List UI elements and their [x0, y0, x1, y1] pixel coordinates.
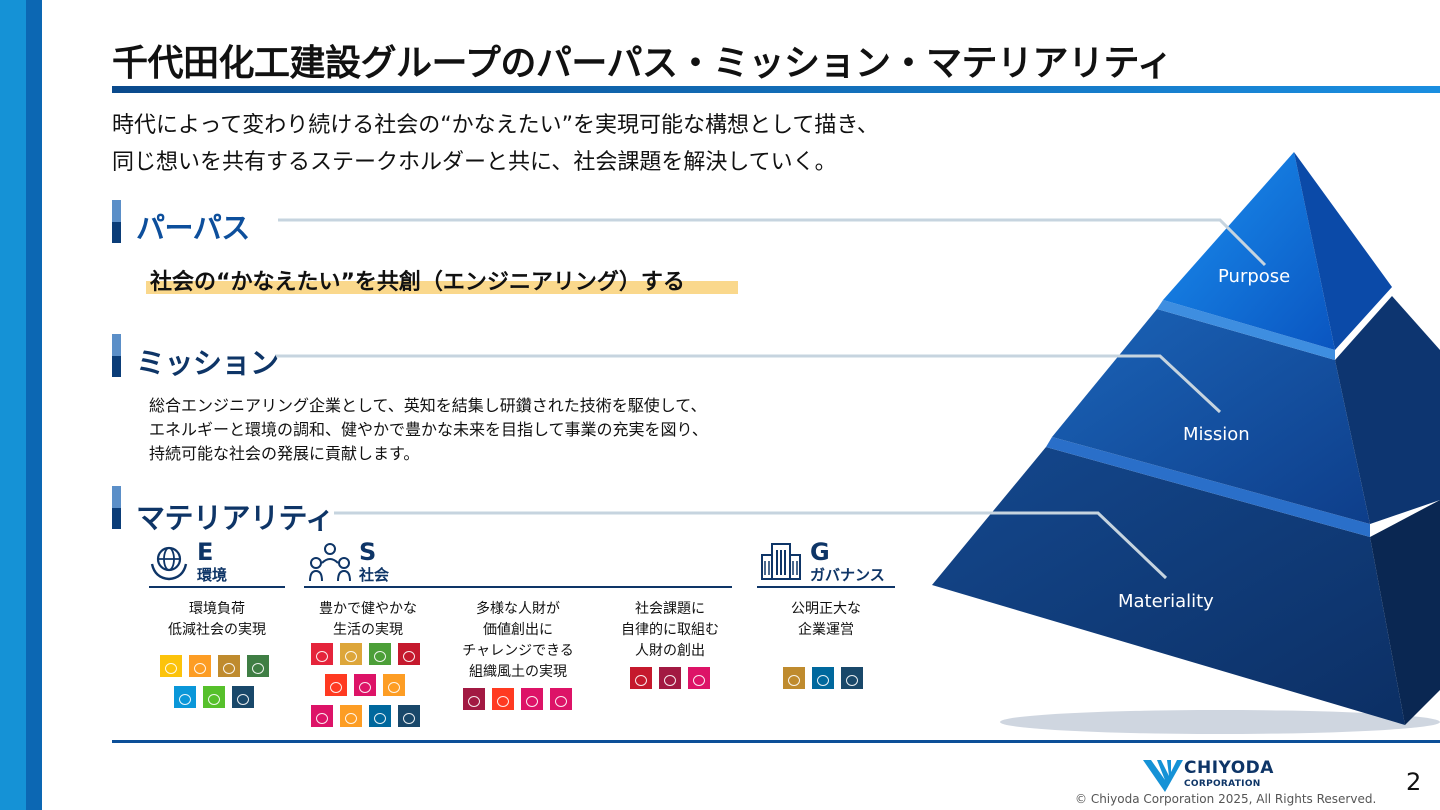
- pyramid-graphic: [920, 152, 1440, 734]
- sdg-goal-2-icon: [340, 643, 362, 665]
- sdg-goal-11-icon: [383, 674, 405, 696]
- sdg-goal-10-icon: [688, 667, 710, 689]
- pyramid-tier-materiality: [932, 447, 1405, 725]
- sdg-goal-17-icon: [398, 705, 420, 727]
- mission-line-3: 持続可能な社会の発展に貢献します。: [149, 444, 420, 463]
- pyramid-shadow: [1000, 710, 1440, 734]
- sdg-goal-4-icon: [398, 643, 420, 665]
- mission-connector-line: [920, 354, 1222, 414]
- sdg-goal-16-icon: [369, 705, 391, 727]
- purpose-connector-line: [920, 218, 1267, 267]
- people-group-icon: [309, 543, 351, 582]
- materiality-item-1: 環境負荷 低減社会の実現: [168, 601, 266, 638]
- sdg-goal-8-icon: [659, 667, 681, 689]
- chiyoda-logo-mark: [1143, 760, 1183, 792]
- page-title: 千代田化工建設グループのパーパス・ミッション・マテリアリティ: [112, 43, 1173, 84]
- title-underline: [112, 86, 1440, 93]
- pyramid-tier-materiality-side: [1370, 500, 1440, 725]
- category-s-letter: S: [359, 538, 377, 566]
- pyramid-label-materiality: Materiality: [1118, 591, 1214, 612]
- category-e-letter: E: [197, 538, 214, 566]
- category-e-name: 環境: [197, 566, 228, 584]
- globe-hands-icon: [150, 546, 188, 581]
- category-s-name: 社会: [359, 566, 390, 584]
- sdg-goal-10-icon: [354, 674, 376, 696]
- pyramid-tier-purpose-side: [1294, 152, 1392, 350]
- sdg-goal-5-icon: [492, 688, 514, 710]
- materiality-item-3: 多様な人財が 価値創出に チャレンジできる 組織風土の実現: [462, 601, 574, 680]
- materiality-section-marker: [112, 486, 121, 529]
- purpose-heading: パーパス: [136, 211, 250, 245]
- category-g-letter: G: [810, 538, 830, 566]
- sdg-goal-16-icon: [812, 667, 834, 689]
- pyramid-label-purpose: Purpose: [1218, 266, 1291, 287]
- sdg-goal-11-icon: [340, 705, 362, 727]
- purpose-section-marker: [112, 200, 121, 243]
- pyramid-label-mission: Mission: [1183, 424, 1250, 445]
- pyramid-tier-separator: [1046, 437, 1370, 537]
- left-accent-bar-inner: [0, 0, 26, 810]
- sdg-goal-12-icon: [783, 667, 805, 689]
- footer-rule: [112, 740, 1440, 743]
- sdg-goal-17-icon: [232, 686, 254, 708]
- copyright: © Chiyoda Corporation 2025, All Rights R…: [1075, 792, 1377, 806]
- mission-section-marker: [112, 334, 121, 377]
- materiality-heading: マテリアリティ: [136, 501, 334, 535]
- purpose-statement-text: 社会の“かなえたい”を共創（エンジニアリング）する: [150, 270, 685, 295]
- category-s-rule: [304, 586, 732, 588]
- sdg-goal-15-icon: [203, 686, 225, 708]
- pyramid-tier-mission: [1052, 309, 1370, 524]
- sdg-goal-10-icon: [521, 688, 543, 710]
- sdg-goal-14-icon: [174, 686, 196, 708]
- pyramid-tier-mission-side: [1335, 296, 1440, 524]
- sdg-goal-3-icon: [369, 643, 391, 665]
- mission-line-2: エネルギーと環境の調和、健やかで豊かな未来を目指して事業の充実を図り、: [149, 420, 708, 439]
- purpose-statement: 社会の“かなえたい”を共創（エンジニアリング）する: [146, 264, 738, 295]
- building-icon: [761, 543, 801, 580]
- materiality-item-5: 公明正大な 企業運営: [791, 601, 861, 638]
- sdg-goal-7-icon: [160, 655, 182, 677]
- sdg-goal-12-icon: [218, 655, 240, 677]
- materiality-item-2: 豊かで健やかな 生活の実現: [319, 601, 417, 638]
- mission-line-1: 総合エンジニアリング企業として、英知を結集し研鑽された技術を駆使して、: [149, 396, 707, 415]
- sdg-goal-10-icon: [311, 705, 333, 727]
- chiyoda-logo-text: CHIYODA CORPORATION: [1184, 758, 1274, 790]
- sdg-goal-4-icon: [630, 667, 652, 689]
- connector-lines: [275, 218, 930, 515]
- sdg-goal-5-icon: [325, 674, 347, 696]
- sdg-goal-1-icon: [311, 643, 333, 665]
- materiality-item-4: 社会課題に 自律的に取組む 人財の創出: [621, 601, 719, 659]
- category-e-rule: [149, 586, 285, 588]
- sdg-goal-13-icon: [247, 655, 269, 677]
- category-g-name: ガバナンス: [810, 566, 885, 584]
- category-g-rule: [757, 586, 895, 588]
- intro-line-1: 時代によって変わり続ける社会の“かなえたい”を実現可能な構想として描き、: [112, 113, 879, 138]
- sdg-goal-17-icon: [841, 667, 863, 689]
- mission-heading: ミッション: [136, 346, 279, 380]
- intro-line-2: 同じ想いを共有するステークホルダーと共に、社会課題を解決していく。: [112, 150, 837, 175]
- materiality-connector-line: [920, 511, 1168, 580]
- sdg-goal-11-icon: [189, 655, 211, 677]
- page-number: 2: [1406, 768, 1422, 796]
- sdg-goal-10-icon: [550, 688, 572, 710]
- pyramid-tier-separator: [1157, 300, 1335, 360]
- sdg-goal-8-icon: [463, 688, 485, 710]
